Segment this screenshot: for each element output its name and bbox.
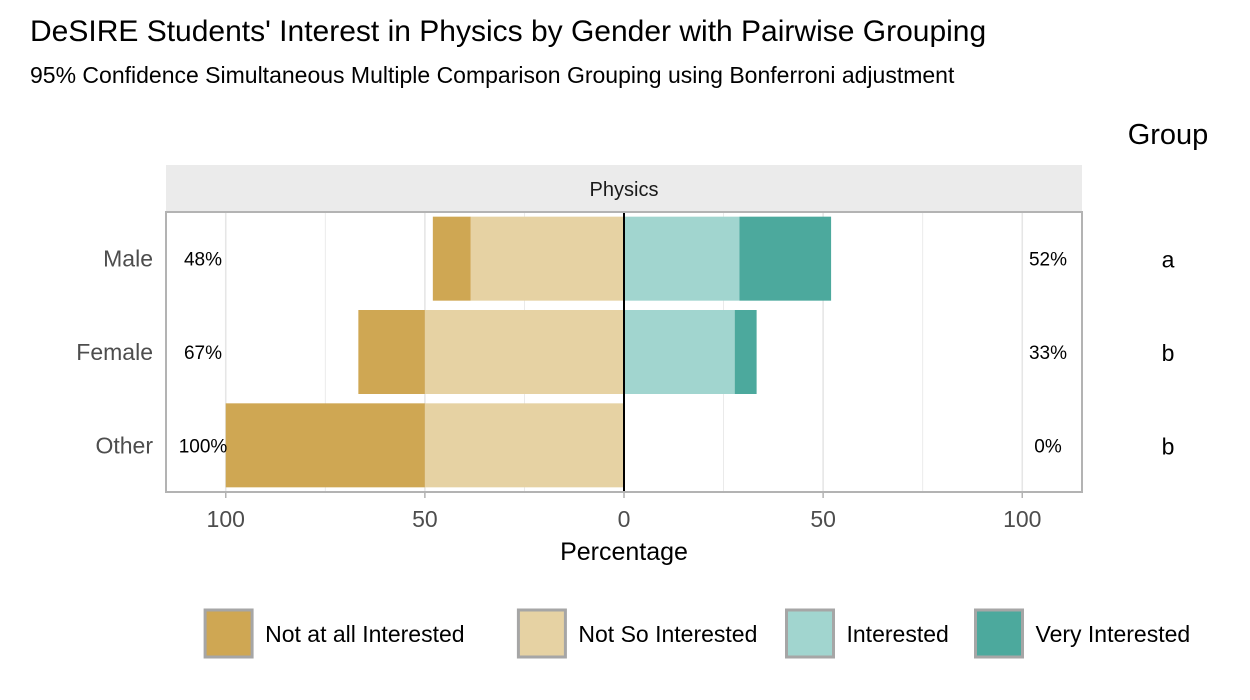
legend-label: Not So Interested: [578, 621, 757, 647]
bar-segment: [358, 310, 425, 394]
bar-segment: [226, 403, 425, 487]
chart-subtitle: 95% Confidence Simultaneous Multiple Com…: [30, 62, 955, 88]
x-tick-label: 100: [1003, 506, 1041, 532]
right-total-label: 52%: [1029, 250, 1067, 271]
bars: [226, 217, 831, 488]
bar-segment: [425, 310, 624, 394]
legend-key: [976, 610, 1023, 657]
group-letter: b: [1162, 433, 1175, 459]
legend-key: [205, 610, 252, 657]
left-total-label: 100%: [179, 436, 228, 457]
legend: Not at all Interested Not So Interested In…: [205, 610, 1190, 657]
x-axis: 100 50 0 50 100: [207, 492, 1042, 532]
bar-segment: [433, 217, 471, 301]
x-tick-label: 0: [618, 506, 631, 532]
x-axis-title: Percentage: [560, 538, 688, 566]
right-total-label: 33%: [1029, 343, 1067, 364]
y-tick-label: Other: [95, 432, 153, 458]
bar-segment: [471, 217, 624, 301]
x-tick-label: 50: [810, 506, 836, 532]
legend-label: Interested: [847, 621, 949, 647]
bar-segment: [624, 217, 739, 301]
panel-strip-label: Physics: [590, 179, 659, 201]
bar-segment: [735, 310, 757, 394]
y-tick-label: Female: [76, 339, 153, 365]
group-letter: b: [1162, 340, 1175, 366]
bar-segment: [739, 217, 831, 301]
group-header: Group: [1128, 119, 1209, 151]
chart-title: DeSIRE Students' Interest in Physics by …: [30, 15, 986, 48]
legend-key: [787, 610, 834, 657]
left-total-label: 48%: [184, 250, 222, 271]
bar-segment: [425, 403, 624, 487]
x-tick-label: 50: [412, 506, 438, 532]
group-letter: a: [1162, 247, 1175, 273]
x-tick-label: 100: [207, 506, 245, 532]
left-total-label: 67%: [184, 343, 222, 364]
legend-label: Very Interested: [1036, 621, 1191, 647]
bar-segment: [624, 310, 735, 394]
legend-label: Not at all Interested: [265, 621, 464, 647]
right-total-label: 0%: [1034, 436, 1062, 457]
y-tick-label: Male: [103, 246, 153, 272]
legend-key: [518, 610, 565, 657]
